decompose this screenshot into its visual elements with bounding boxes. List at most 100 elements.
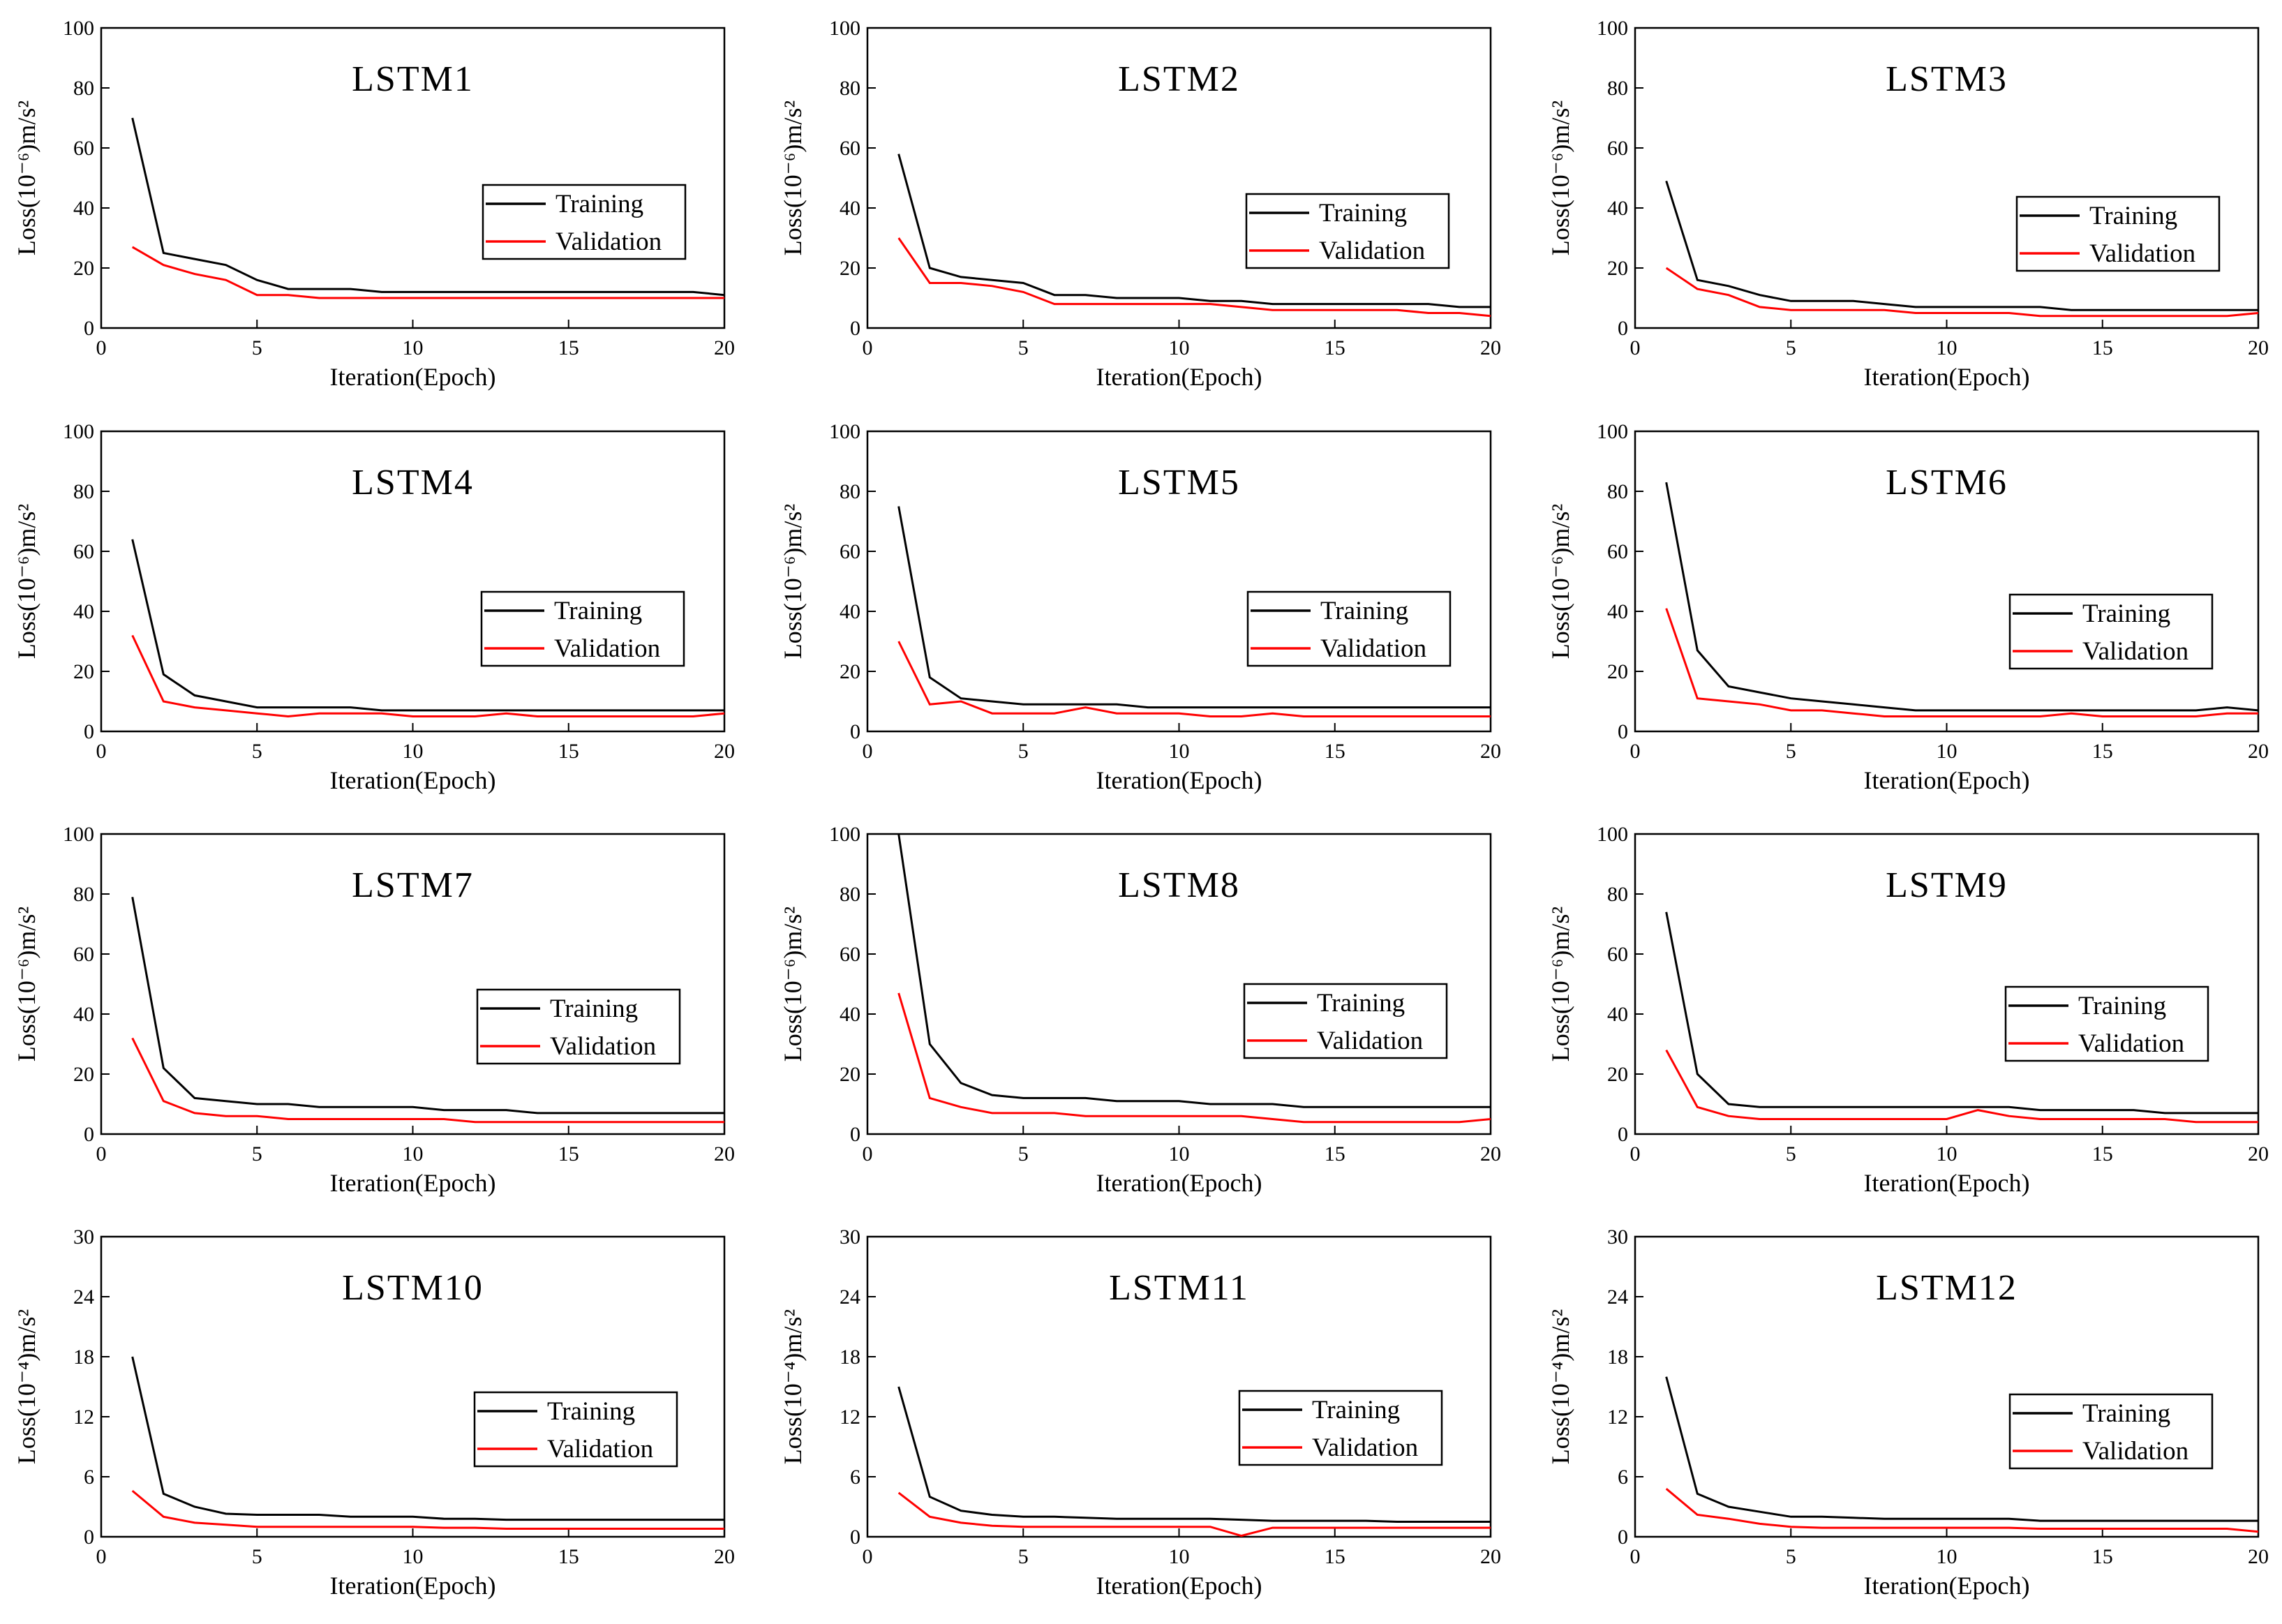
panel-lstm7: 0 5 10 15 20 0 20 40 60 80 100 Iteration(Epoch) Loss…: [13, 823, 735, 1197]
series-line-validation: [1665, 1049, 2258, 1124]
legend-box: [2015, 195, 2221, 272]
y-axis-label: Loss(10⁻⁴)m/s²: [13, 1309, 40, 1464]
legend-box: [2008, 1393, 2214, 1470]
x-tick-label: 0: [1630, 336, 1641, 359]
legend-label-training: Training: [2089, 202, 2177, 230]
y-tick-label: 12: [1607, 1406, 1628, 1429]
x-tick-label: 5: [1786, 1142, 1796, 1165]
legend-label-validation: Validation: [2089, 239, 2195, 268]
y-tick-label: 80: [73, 883, 94, 906]
panel-title: LSTM10: [342, 1268, 484, 1308]
x-tick-label: 15: [1325, 740, 1345, 763]
legend-box: [1243, 983, 1448, 1059]
x-tick-label: 0: [96, 336, 107, 359]
panel-title: LSTM3: [1886, 59, 2008, 99]
x-tick-label: 5: [1786, 336, 1796, 359]
x-tick-label: 5: [1018, 336, 1029, 359]
x-tick-label: 20: [2248, 740, 2269, 763]
panel-lstm9: 0 5 10 15 20 0 20 40 60 80 100 Iteration(Epoch) Loss…: [1546, 823, 2269, 1197]
y-tick-label: 40: [1607, 197, 1628, 220]
panel-lstm10: 0 5 10 15 20 0 6 12 18 24 30 Iteration(Epoch) Loss(1…: [13, 1226, 735, 1600]
x-tick-label: 0: [863, 1142, 873, 1165]
series-line-validation: [897, 237, 1491, 318]
x-tick-label: 20: [1480, 336, 1501, 359]
y-tick-label: 40: [73, 1003, 94, 1026]
legend-label-training: Training: [1312, 1396, 1400, 1424]
x-tick-label: 20: [714, 1545, 735, 1568]
x-axis-label: Iteration(Epoch): [1864, 1169, 2030, 1197]
y-tick-label: 24: [1607, 1286, 1628, 1309]
y-tick-label: 40: [73, 600, 94, 623]
legend-label-validation: Validation: [554, 634, 660, 663]
legend-box: [1238, 1390, 1443, 1466]
y-tick-label: 0: [1618, 1526, 1628, 1549]
panel-lstm3: 0 5 10 15 20 0 20 40 60 80 100 Iteration(Epoch) Loss…: [1546, 17, 2269, 391]
y-tick-label: 60: [840, 943, 860, 966]
legend-label-validation: Validation: [1319, 237, 1425, 265]
y-tick-label: 20: [1607, 1063, 1628, 1086]
x-axis-label: Iteration(Epoch): [1096, 766, 1262, 794]
y-tick-label: 80: [840, 480, 860, 503]
legend-label-training: Training: [2078, 992, 2166, 1020]
y-tick-label: 40: [840, 197, 860, 220]
panel-lstm1: 0 5 10 15 20 0 20 40 60 80 100 Iteration(Epoch) Loss…: [13, 17, 735, 391]
legend-label-training: Training: [1319, 199, 1407, 228]
x-tick-label: 15: [2092, 1545, 2113, 1568]
panel-title: LSTM4: [352, 463, 474, 502]
x-tick-label: 5: [252, 740, 262, 763]
x-tick-label: 5: [1786, 740, 1796, 763]
legend: Training Validation: [2015, 195, 2221, 272]
y-tick-label: 18: [840, 1346, 860, 1369]
series-line-training: [131, 1356, 724, 1521]
legend-box: [482, 184, 687, 260]
series-line-validation: [131, 246, 724, 299]
y-tick-label: 100: [829, 823, 860, 846]
x-tick-label: 15: [558, 1142, 579, 1165]
y-tick-label: 60: [840, 540, 860, 563]
y-axis-label: Loss(10⁻⁶)m/s²: [779, 907, 807, 1061]
y-tick-label: 60: [73, 943, 94, 966]
x-tick-label: 0: [96, 1142, 107, 1165]
y-axis-label: Loss(10⁻⁴)m/s²: [779, 1309, 807, 1464]
x-tick-label: 5: [252, 336, 262, 359]
series-line-validation: [1665, 608, 2258, 717]
x-tick-label: 5: [1018, 740, 1029, 763]
x-tick-label: 10: [1937, 740, 1957, 763]
x-tick-label: 10: [1937, 336, 1957, 359]
y-tick-label: 20: [840, 257, 860, 280]
legend-label-validation: Validation: [1317, 1027, 1423, 1055]
x-tick-label: 15: [558, 740, 579, 763]
legend: Training Validation: [473, 1391, 678, 1468]
x-axis-label: Iteration(Epoch): [1096, 1169, 1262, 1197]
y-tick-label: 100: [63, 823, 94, 846]
y-tick-label: 100: [1597, 420, 1628, 443]
y-tick-label: 40: [1607, 1003, 1628, 1026]
series-line-training: [1665, 482, 2258, 712]
y-tick-label: 80: [1607, 77, 1628, 100]
x-tick-label: 0: [863, 740, 873, 763]
x-tick-label: 5: [1786, 1545, 1796, 1568]
y-tick-label: 0: [1618, 720, 1628, 743]
legend: Training Validation: [2008, 1393, 2214, 1470]
y-tick-label: 60: [1607, 137, 1628, 160]
series-line-training: [897, 834, 1491, 1108]
x-tick-label: 0: [863, 1545, 873, 1568]
x-tick-label: 10: [1169, 1545, 1190, 1568]
x-axis-label: Iteration(Epoch): [1096, 363, 1262, 391]
x-axis-label: Iteration(Epoch): [330, 766, 496, 794]
x-axis-label: Iteration(Epoch): [1096, 1572, 1262, 1600]
y-tick-label: 40: [1607, 600, 1628, 623]
x-tick-label: 10: [1169, 1142, 1190, 1165]
y-tick-label: 0: [1618, 1123, 1628, 1146]
y-tick-label: 30: [1607, 1226, 1628, 1249]
x-tick-label: 20: [1480, 740, 1501, 763]
y-tick-label: 0: [84, 317, 94, 340]
y-tick-label: 0: [1618, 317, 1628, 340]
y-tick-label: 20: [840, 1063, 860, 1086]
x-tick-label: 0: [96, 1545, 107, 1568]
legend-label-training: Training: [547, 1397, 635, 1426]
x-tick-label: 20: [1480, 1142, 1501, 1165]
legend-label-validation: Validation: [555, 228, 662, 256]
x-axis-label: Iteration(Epoch): [330, 363, 496, 391]
y-tick-label: 100: [829, 420, 860, 443]
